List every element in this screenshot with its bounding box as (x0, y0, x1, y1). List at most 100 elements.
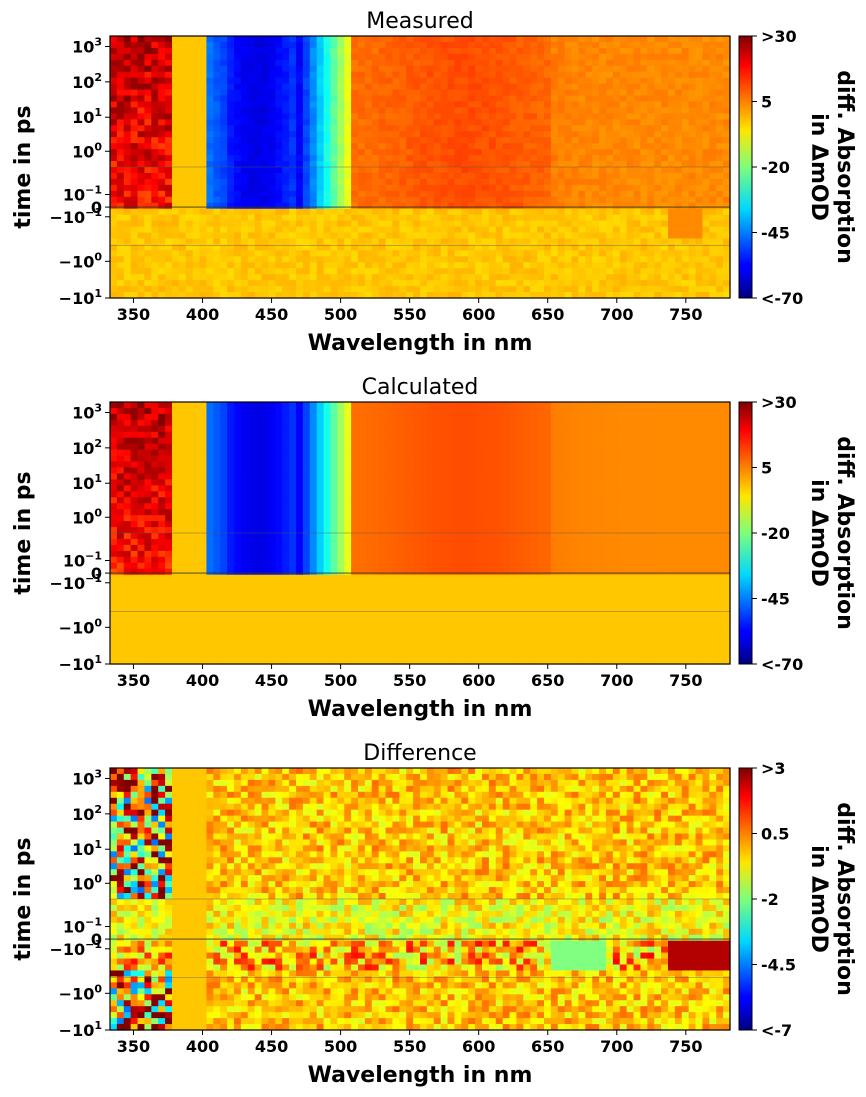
heatmap-cell (240, 479, 249, 486)
heatmap-cell (351, 101, 359, 109)
heatmap-cell (647, 77, 655, 85)
heatmap-cell (640, 119, 648, 126)
heatmap-cell (144, 515, 152, 522)
heatmap-cell (247, 568, 256, 576)
heatmap-cell (495, 172, 504, 180)
heatmap-cell (289, 190, 297, 198)
heatmap-cell (275, 292, 283, 299)
heatmap-cell (130, 238, 139, 245)
heatmap-cell (688, 71, 697, 79)
heatmap-cell (172, 449, 180, 457)
heatmap-cell (289, 226, 297, 234)
heatmap-cell (261, 220, 270, 228)
heatmap-cell (358, 113, 366, 120)
heatmap-cell (123, 161, 132, 168)
heatmap-cell (344, 208, 352, 216)
heatmap-cell (337, 119, 345, 126)
heatmap-cell (130, 190, 139, 198)
heatmap-cell (702, 77, 710, 85)
heatmap-cell (420, 161, 428, 168)
heatmap-cell (206, 167, 214, 174)
heatmap-cell (296, 119, 304, 126)
heatmap-cell (378, 89, 387, 97)
heatmap-cell (268, 280, 276, 287)
heatmap-cell (144, 143, 152, 150)
heatmap-cell (275, 59, 283, 67)
heatmap-cell (413, 202, 421, 210)
heatmap-cell (213, 658, 221, 665)
heatmap-cell (523, 274, 531, 281)
heatmap-cell (158, 544, 166, 552)
heatmap-cell (564, 83, 573, 91)
heatmap-cell (123, 89, 132, 97)
heatmap-cell (240, 521, 249, 528)
heatmap-cell (702, 47, 710, 55)
heatmap-cell (509, 274, 518, 281)
heatmap-cell (220, 214, 228, 222)
heatmap-cell (688, 95, 697, 103)
heatmap-cell (654, 280, 662, 287)
heatmap-cell (158, 538, 166, 546)
heatmap-cell (661, 238, 669, 245)
heatmap-cell (247, 461, 256, 469)
heatmap-cell (502, 83, 511, 91)
heatmap-cell (668, 65, 676, 73)
heatmap-cell (571, 89, 580, 97)
heatmap-cell (289, 262, 297, 269)
heatmap-cell (137, 256, 146, 263)
heatmap-cell (330, 47, 338, 55)
heatmap-cell (585, 226, 593, 234)
heatmap-cell (144, 652, 152, 659)
heatmap-cell (296, 107, 304, 114)
heatmap-cell (227, 274, 235, 281)
heatmap-cell (206, 202, 214, 210)
heatmap-cell (509, 214, 518, 222)
heatmap-cell (227, 616, 235, 623)
heatmap-cell (234, 41, 242, 49)
heatmap-cell (110, 527, 118, 534)
heatmap-cell (654, 125, 662, 132)
heatmap-cell (599, 161, 607, 168)
heatmap-cell (488, 226, 497, 234)
heatmap-cell (606, 59, 614, 67)
heatmap-cell (289, 143, 297, 150)
heatmap-cell (227, 479, 235, 486)
heatmap-cell (502, 113, 511, 120)
heatmap-cell (606, 83, 614, 91)
heatmap-cell (254, 286, 263, 293)
heatmap-cell (447, 172, 456, 180)
heatmap-cell (254, 503, 263, 510)
heatmap-cell (612, 232, 621, 240)
heatmap-cell (344, 77, 352, 85)
heatmap-cell (385, 36, 394, 43)
heatmap-cell (633, 149, 642, 156)
heatmap-cell (282, 149, 290, 156)
heatmap-cell (172, 268, 180, 275)
heatmap-cell (668, 161, 676, 168)
heatmap-cell (234, 65, 242, 73)
heatmap-cell (592, 77, 600, 85)
heatmap-cell (234, 77, 242, 85)
heatmap-cell (488, 149, 497, 156)
heatmap-cell (199, 527, 208, 534)
heatmap-cell (199, 167, 208, 174)
heatmap-cell (309, 184, 318, 192)
heatmap-cell (130, 232, 139, 240)
heatmap-cell (151, 491, 159, 498)
heatmap-cell (619, 107, 628, 114)
heatmap-cell (461, 232, 469, 240)
heatmap-cell (674, 214, 683, 222)
heatmap-cell (482, 125, 490, 132)
heatmap-cell (116, 214, 125, 222)
heatmap-cell (165, 95, 173, 103)
heatmap-cell (557, 202, 566, 210)
heatmap-cell (165, 604, 173, 611)
heatmap-cell (378, 119, 387, 126)
heatmap-cell (247, 419, 256, 427)
heatmap-cell (440, 95, 449, 103)
heatmap-cell (268, 113, 276, 120)
heatmap-cell (399, 244, 407, 251)
heatmap-cell (275, 89, 283, 97)
heatmap-cell (544, 274, 552, 281)
heatmap-cell (192, 586, 201, 594)
